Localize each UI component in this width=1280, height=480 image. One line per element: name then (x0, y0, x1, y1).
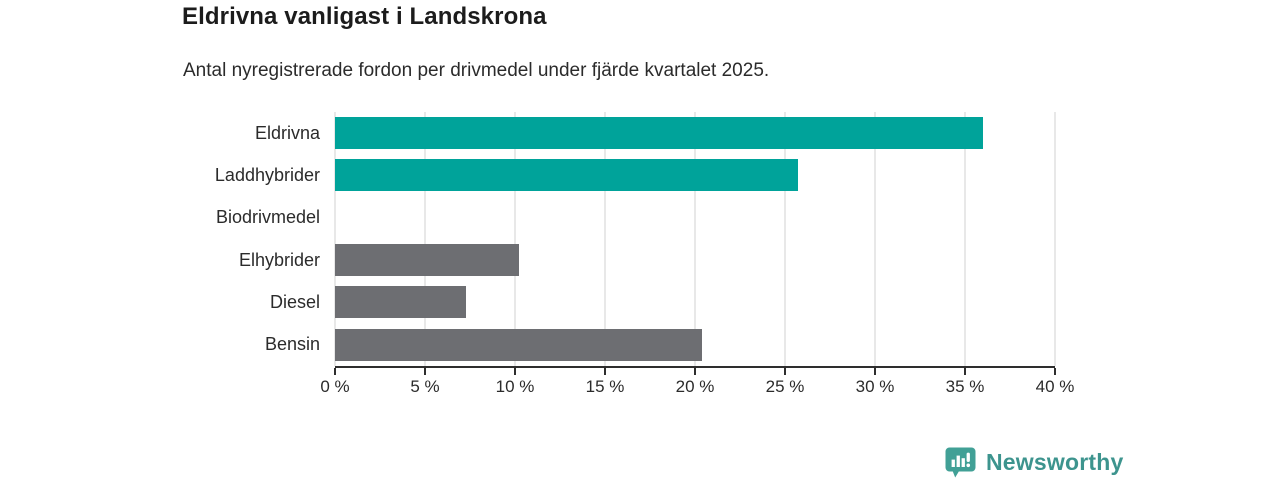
gridline-15 (604, 112, 606, 366)
bar-row-eldrivna (335, 112, 1055, 154)
bar-eldrivna (335, 117, 983, 150)
chart-title: Eldrivna vanligast i Landskrona (182, 3, 547, 30)
x-tick-label-30: 30 % (855, 377, 895, 396)
bar-row-bensin (335, 324, 1055, 366)
newsworthy-badge-icon (945, 447, 976, 478)
gridline-25 (784, 112, 786, 366)
bar-elhybrider (335, 244, 519, 277)
x-tick-35 (964, 368, 966, 375)
x-tick-25 (784, 368, 786, 375)
category-label-elhybrider: Elhybrider (238, 249, 320, 270)
x-tick-label-5: 5 % (410, 377, 440, 396)
y-axis-labels: Eldrivna Laddhybrider Biodrivmedel Elhybrid… (80, 112, 320, 366)
gridline-40 (1054, 112, 1056, 366)
gridline-30 (874, 112, 876, 366)
x-tick-label-20: 20 % (675, 377, 715, 396)
x-tick-5 (424, 368, 426, 375)
bar-row-biodrivmedel (335, 197, 1055, 239)
x-tick-label-40: 40 % (1035, 377, 1075, 396)
plot-area (334, 112, 1056, 368)
bar-laddhybrider (335, 159, 798, 192)
gridline-10 (514, 112, 516, 366)
x-tick-label-35: 35 % (945, 377, 985, 396)
x-tick-label-25: 25 % (765, 377, 805, 396)
x-tick-0 (334, 368, 336, 375)
gridline-20 (694, 112, 696, 366)
gridline-0 (334, 112, 336, 366)
category-label-bensin: Bensin (264, 334, 320, 355)
category-label-diesel: Diesel (269, 291, 320, 312)
bar-diesel (335, 286, 467, 319)
bar-row-laddhybrider (335, 154, 1055, 196)
x-tick-30 (874, 368, 876, 375)
newsworthy-logo[interactable]: Newsworthy (944, 446, 1123, 479)
x-tick-40 (1054, 368, 1056, 375)
gridline-5 (424, 112, 426, 366)
bar-row-diesel (335, 281, 1055, 323)
x-tick-10 (514, 368, 516, 375)
x-tick-15 (604, 368, 606, 375)
x-tick-label-15: 15 % (585, 377, 625, 396)
category-label-laddhybrider: Laddhybrider (214, 164, 320, 185)
bar-bensin (335, 328, 703, 361)
category-label-biodrivmedel: Biodrivmedel (215, 207, 320, 228)
x-axis: 0 % 5 % 10 % 15 % 20 % 25 % 30 % 35 % 40 % (320, 368, 1074, 408)
newsworthy-brand-text: Newsworthy (986, 449, 1124, 475)
x-tick-label-0: 0 % (320, 377, 350, 396)
chart-subtitle: Antal nyregistrerade fordon per drivmede… (183, 60, 770, 81)
x-tick-20 (694, 368, 696, 375)
gridline-35 (964, 112, 966, 366)
bar-row-elhybrider (335, 239, 1055, 281)
x-tick-label-10: 10 % (495, 377, 535, 396)
category-label-eldrivna: Eldrivna (254, 122, 320, 143)
